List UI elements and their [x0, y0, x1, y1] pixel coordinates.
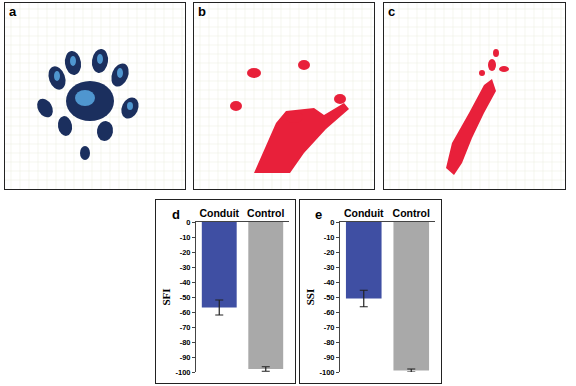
- svg-text:-50: -50: [180, 293, 191, 302]
- svg-text:Control: Control: [247, 207, 284, 219]
- html-text:a: a: [9, 4, 17, 19]
- svg-text:-20: -20: [324, 248, 335, 257]
- svg-text:Control: Control: [393, 207, 430, 219]
- svg-text:-60: -60: [324, 308, 335, 317]
- svg-text:-30: -30: [324, 263, 335, 272]
- svg-text:-80: -80: [180, 338, 191, 347]
- svg-text:Conduit: Conduit: [199, 207, 239, 219]
- svg-text:-70: -70: [180, 323, 191, 332]
- svg-text:-40: -40: [324, 278, 335, 287]
- html-text:b: b: [198, 4, 206, 19]
- svg-text:-10: -10: [180, 233, 191, 242]
- svg-text:SSI: SSI: [304, 289, 316, 306]
- svg-text:-80: -80: [324, 338, 335, 347]
- svg-text:-90: -90: [180, 353, 191, 362]
- svg-text:-20: -20: [180, 248, 191, 257]
- svg-text:-60: -60: [180, 308, 191, 317]
- html-text:c: c: [388, 4, 396, 19]
- svg-text:0: 0: [186, 218, 190, 227]
- svg-text:-90: -90: [324, 353, 335, 362]
- svg-text:d: d: [172, 207, 180, 222]
- svg-text:e: e: [315, 207, 322, 222]
- svg-text:SFI: SFI: [160, 288, 172, 305]
- svg-text:-10: -10: [324, 233, 335, 242]
- svg-text:-40: -40: [180, 278, 191, 287]
- svg-text:-100: -100: [175, 368, 190, 377]
- svg-text:-70: -70: [324, 323, 335, 332]
- svg-text:-50: -50: [324, 293, 335, 302]
- svg-text:-100: -100: [319, 368, 334, 377]
- svg-text:Conduit: Conduit: [344, 207, 384, 219]
- svg-text:-30: -30: [180, 263, 191, 272]
- svg-text:0: 0: [330, 218, 334, 227]
